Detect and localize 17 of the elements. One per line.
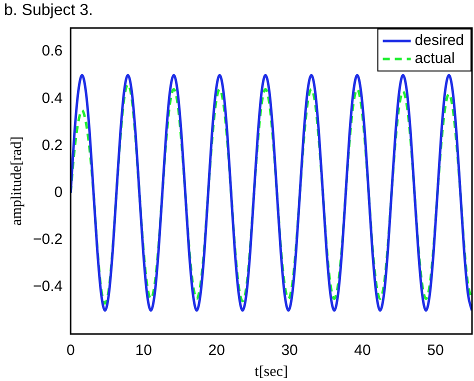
y-axis-title: amplitude[rad] — [8, 136, 25, 226]
x-tick-label: 50 — [427, 342, 444, 360]
x-tick-label: 10 — [135, 342, 152, 360]
y-tick-label: −0.2 — [32, 230, 63, 248]
y-tick-label: 0.2 — [42, 136, 63, 154]
y-tick-label: 0 — [54, 184, 63, 201]
x-axis-title: t[sec] — [254, 364, 288, 380]
x-tick-label: 30 — [281, 342, 298, 360]
y-tick-label: 0.4 — [42, 90, 63, 107]
legend-label: actual — [414, 50, 455, 68]
y-tick-label: 0.6 — [42, 42, 63, 60]
x-tick-label: 0 — [66, 342, 75, 360]
legend-label: desired — [414, 32, 464, 50]
y-tick-label: −0.4 — [32, 278, 63, 296]
x-tick-label: 20 — [208, 342, 225, 360]
x-tick-label: 40 — [354, 342, 371, 360]
chart-title: b. Subject 3. — [4, 2, 93, 20]
